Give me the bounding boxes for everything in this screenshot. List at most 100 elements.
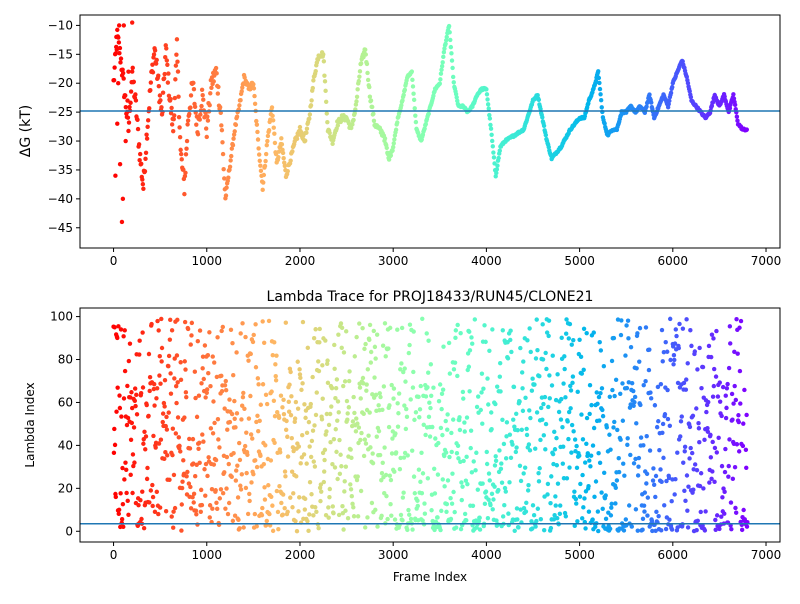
lambda-point bbox=[303, 415, 308, 421]
lambda-point bbox=[260, 505, 265, 511]
lambda-point bbox=[684, 473, 690, 478]
lambda-point bbox=[444, 509, 449, 514]
lambda-point bbox=[493, 454, 498, 459]
delta-g-point bbox=[364, 61, 370, 67]
lambda-point bbox=[187, 436, 192, 442]
lambda-point bbox=[243, 485, 249, 491]
delta-g-point bbox=[352, 110, 357, 116]
lambda-point bbox=[723, 393, 728, 398]
lambda-point bbox=[644, 481, 649, 486]
lambda-point bbox=[427, 400, 432, 405]
delta-g-point bbox=[276, 155, 281, 160]
lambda-point bbox=[657, 448, 662, 453]
lambda-point bbox=[354, 477, 360, 483]
lambda-point bbox=[723, 415, 729, 421]
delta-g-point bbox=[263, 151, 269, 157]
delta-g-point bbox=[157, 93, 163, 98]
lambda-point bbox=[327, 411, 333, 417]
lambda-point bbox=[125, 498, 130, 504]
lambda-point bbox=[240, 321, 245, 326]
delta-g-point bbox=[175, 69, 181, 74]
lambda-point bbox=[438, 425, 444, 431]
lambda-point bbox=[673, 327, 678, 332]
lambda-point bbox=[635, 473, 641, 478]
lambda-point bbox=[497, 374, 503, 379]
lambda-point bbox=[526, 442, 532, 447]
delta-g-point bbox=[330, 141, 335, 147]
lambda-point bbox=[687, 456, 692, 461]
lambda-point bbox=[219, 373, 224, 379]
lambda-point bbox=[112, 426, 117, 432]
lambda-point bbox=[642, 490, 648, 495]
delta-g-point bbox=[437, 81, 442, 86]
lambda-point bbox=[564, 476, 570, 481]
delta-g-point bbox=[172, 113, 177, 118]
lambda-point bbox=[366, 433, 371, 438]
lambda-point bbox=[634, 421, 639, 426]
lambda-point bbox=[427, 434, 433, 439]
lambda-point bbox=[732, 383, 737, 389]
lambda-point bbox=[449, 430, 454, 436]
lambda-point bbox=[149, 321, 154, 327]
lambda-point bbox=[219, 328, 224, 334]
lambda-point bbox=[499, 461, 504, 466]
lambda-point bbox=[280, 405, 285, 410]
lambda-point bbox=[660, 421, 666, 427]
lambda-point bbox=[506, 511, 511, 516]
lambda-point bbox=[294, 529, 300, 534]
lambda-trace-plot-frame bbox=[79, 307, 781, 543]
lambda-point bbox=[188, 506, 194, 511]
lambda-point bbox=[558, 503, 563, 508]
lambda-point bbox=[491, 497, 496, 502]
lambda-point bbox=[329, 404, 334, 409]
lambda-point bbox=[388, 501, 393, 507]
lambda-point bbox=[321, 479, 327, 485]
lambda-point bbox=[520, 408, 526, 414]
lambda-point bbox=[290, 445, 296, 450]
lambda-point bbox=[497, 448, 502, 453]
lambda-point bbox=[706, 343, 712, 349]
lambda-point bbox=[439, 508, 444, 514]
lambda-point bbox=[711, 366, 717, 372]
lambda-point bbox=[607, 394, 613, 400]
lambda-point bbox=[687, 424, 693, 430]
delta-g-point bbox=[203, 126, 209, 131]
delta-g-point bbox=[127, 104, 132, 110]
lambda-point bbox=[722, 489, 727, 495]
lambda-point bbox=[404, 414, 410, 420]
lambda-point bbox=[293, 399, 299, 405]
lambda-point bbox=[129, 405, 135, 411]
lambda-point bbox=[197, 440, 202, 445]
lambda-point bbox=[545, 481, 551, 487]
delta-g-point bbox=[536, 97, 542, 103]
lambda-point bbox=[297, 495, 302, 500]
lambda-point bbox=[669, 527, 675, 532]
delta-g-point bbox=[309, 98, 314, 103]
lambda-point bbox=[133, 403, 138, 409]
lambda-point bbox=[736, 419, 742, 425]
lambda-point bbox=[300, 433, 305, 438]
lambda-point bbox=[322, 447, 328, 452]
lambda-point bbox=[659, 479, 664, 485]
lambda-point bbox=[540, 322, 545, 327]
lambda-point bbox=[681, 460, 686, 465]
delta-g-point bbox=[732, 102, 738, 108]
lambda-point bbox=[544, 330, 550, 335]
lambda-point bbox=[288, 495, 293, 500]
delta-g-plot-frame bbox=[79, 14, 781, 249]
x-tick-label: 2000 bbox=[285, 254, 316, 268]
lambda-point bbox=[527, 448, 533, 453]
delta-g-point bbox=[280, 150, 286, 156]
lambda-point bbox=[168, 391, 174, 396]
lambda-point bbox=[592, 494, 597, 500]
lambda-point bbox=[365, 367, 371, 372]
lambda-point bbox=[632, 400, 637, 405]
lambda-point bbox=[365, 515, 370, 520]
lambda-point bbox=[326, 422, 332, 428]
delta-g-point bbox=[368, 98, 374, 103]
delta-g-point bbox=[226, 175, 231, 180]
delta-g-point bbox=[197, 117, 202, 122]
lambda-point bbox=[137, 352, 142, 357]
delta-g-point bbox=[543, 132, 549, 138]
lambda-point bbox=[273, 378, 279, 383]
